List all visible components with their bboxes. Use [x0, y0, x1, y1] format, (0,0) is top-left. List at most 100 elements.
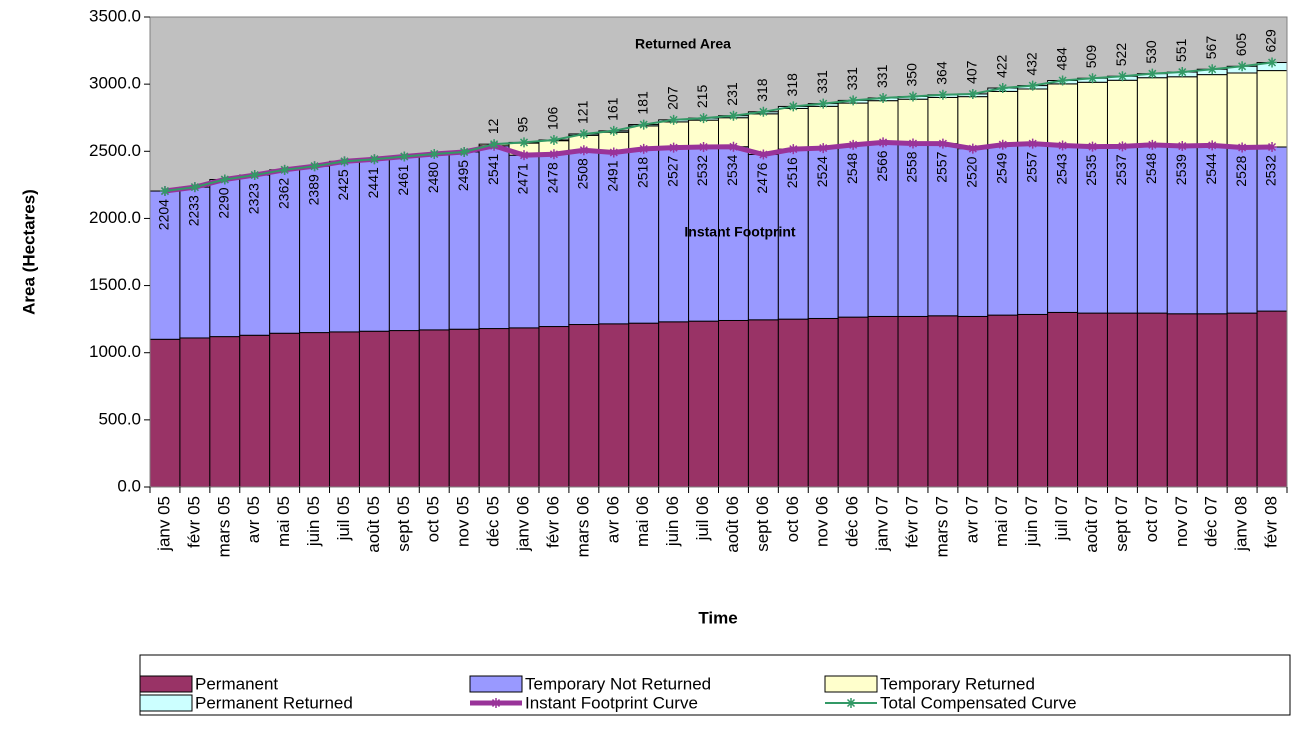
line-marker: [907, 138, 918, 149]
line-marker: [698, 141, 709, 152]
x-tick-label: oct 06: [783, 496, 802, 542]
bar-segment: [1166, 313, 1198, 488]
returned-label: 106: [545, 106, 561, 130]
y-tick-label: 3000.0: [89, 74, 141, 93]
bar-segment: [269, 332, 301, 488]
bar-segment: [418, 329, 450, 488]
data-label: 2528: [1233, 155, 1249, 186]
line-marker: [997, 139, 1008, 150]
legend-swatch: [139, 694, 193, 712]
annotation: Returned Area: [635, 36, 731, 52]
bar-segment: [1017, 313, 1049, 488]
returned-label: 12: [485, 118, 501, 134]
line-marker: [489, 139, 500, 150]
bar-segment: [718, 146, 749, 321]
line-marker: [548, 149, 559, 160]
bar-segment: [1047, 311, 1079, 488]
returned-label: 231: [724, 82, 740, 106]
bar-segment: [688, 146, 719, 322]
data-label: 2549: [993, 153, 1009, 184]
data-label: 2541: [485, 154, 501, 185]
x-tick-label: déc 06: [843, 496, 862, 547]
bar-segment: [987, 314, 1019, 488]
data-label: 2508: [575, 158, 591, 189]
line-marker: [1237, 142, 1248, 153]
x-tick-label: juin 07: [1022, 496, 1041, 547]
data-label: 2557: [934, 151, 950, 182]
bar-segment: [358, 330, 390, 488]
legend-label: Instant Footprint Curve: [525, 693, 698, 712]
bar-segment: [1136, 312, 1168, 488]
bar-segment: [747, 319, 779, 488]
bar-segment: [538, 326, 570, 488]
x-tick-label: nov 05: [454, 496, 473, 547]
line-marker: [279, 164, 290, 175]
bar-segment: [1077, 81, 1108, 148]
x-tick-label: juil 05: [334, 496, 353, 541]
x-tick-label: août 05: [364, 496, 383, 553]
bar-segment: [628, 322, 660, 488]
legend-marker: [491, 698, 501, 708]
bar-segment: [897, 98, 929, 144]
returned-label: 605: [1233, 33, 1249, 57]
data-label: 2480: [425, 162, 441, 193]
legend-swatch: [469, 675, 523, 693]
x-tick-label: avr 06: [603, 496, 622, 543]
x-tick-label: févr 06: [543, 496, 562, 548]
returned-label: 484: [1053, 47, 1069, 71]
legend-label: Permanent Returned: [195, 693, 353, 712]
x-axis-title: Time: [698, 608, 737, 627]
x-tick-label: janv 06: [513, 496, 532, 552]
bar-segment: [837, 144, 869, 318]
line-marker: [967, 143, 978, 154]
line-marker: [1117, 71, 1128, 82]
data-label: 2537: [1113, 154, 1129, 185]
line-marker: [698, 113, 709, 124]
bar-segment: [388, 156, 420, 332]
data-label: 2558: [904, 151, 920, 182]
bar-segment: [1256, 310, 1288, 488]
x-tick-label: juil 06: [693, 496, 712, 541]
bar-segment: [1166, 76, 1198, 147]
bar-segment: [598, 323, 630, 488]
bar-segment: [508, 327, 540, 488]
x-tick-label: mai 06: [633, 496, 652, 547]
bar-segment: [568, 324, 600, 488]
bar-segment: [538, 153, 570, 328]
data-label: 2548: [844, 153, 860, 184]
bar-segment: [299, 332, 331, 488]
line-marker: [878, 137, 889, 148]
bar-segment: [209, 178, 241, 338]
line-marker: [668, 114, 679, 125]
line-marker: [519, 137, 530, 148]
returned-label: 318: [754, 78, 770, 102]
y-tick-label: 1500.0: [89, 275, 141, 294]
bar-segment: [1196, 313, 1228, 488]
x-tick-label: nov 06: [813, 496, 832, 547]
data-label: 2518: [634, 157, 650, 188]
bar-segment: [658, 147, 690, 323]
bar-segment: [867, 141, 899, 317]
x-tick-label: mai 05: [274, 496, 293, 547]
line-marker: [788, 144, 799, 155]
bar-segment: [1106, 145, 1138, 314]
x-tick-label: déc 07: [1202, 496, 1221, 547]
x-tick-label: juil 07: [1052, 496, 1071, 541]
line-marker: [1177, 67, 1188, 78]
line-marker: [309, 161, 320, 172]
data-label: 2544: [1203, 153, 1219, 184]
data-label: 2425: [335, 169, 351, 200]
legend-label: Temporary Returned: [880, 674, 1035, 693]
line-marker: [728, 110, 739, 121]
x-tick-label: oct 07: [1142, 496, 1161, 542]
bar-segment: [329, 331, 360, 488]
legend-label: Total Compensated Curve: [880, 693, 1077, 712]
line-marker: [1237, 61, 1248, 72]
bar-segment: [179, 337, 211, 488]
x-tick-label: août 07: [1082, 496, 1101, 553]
bar-segment: [1047, 145, 1079, 313]
line-marker: [1177, 141, 1188, 152]
line-marker: [937, 89, 948, 100]
